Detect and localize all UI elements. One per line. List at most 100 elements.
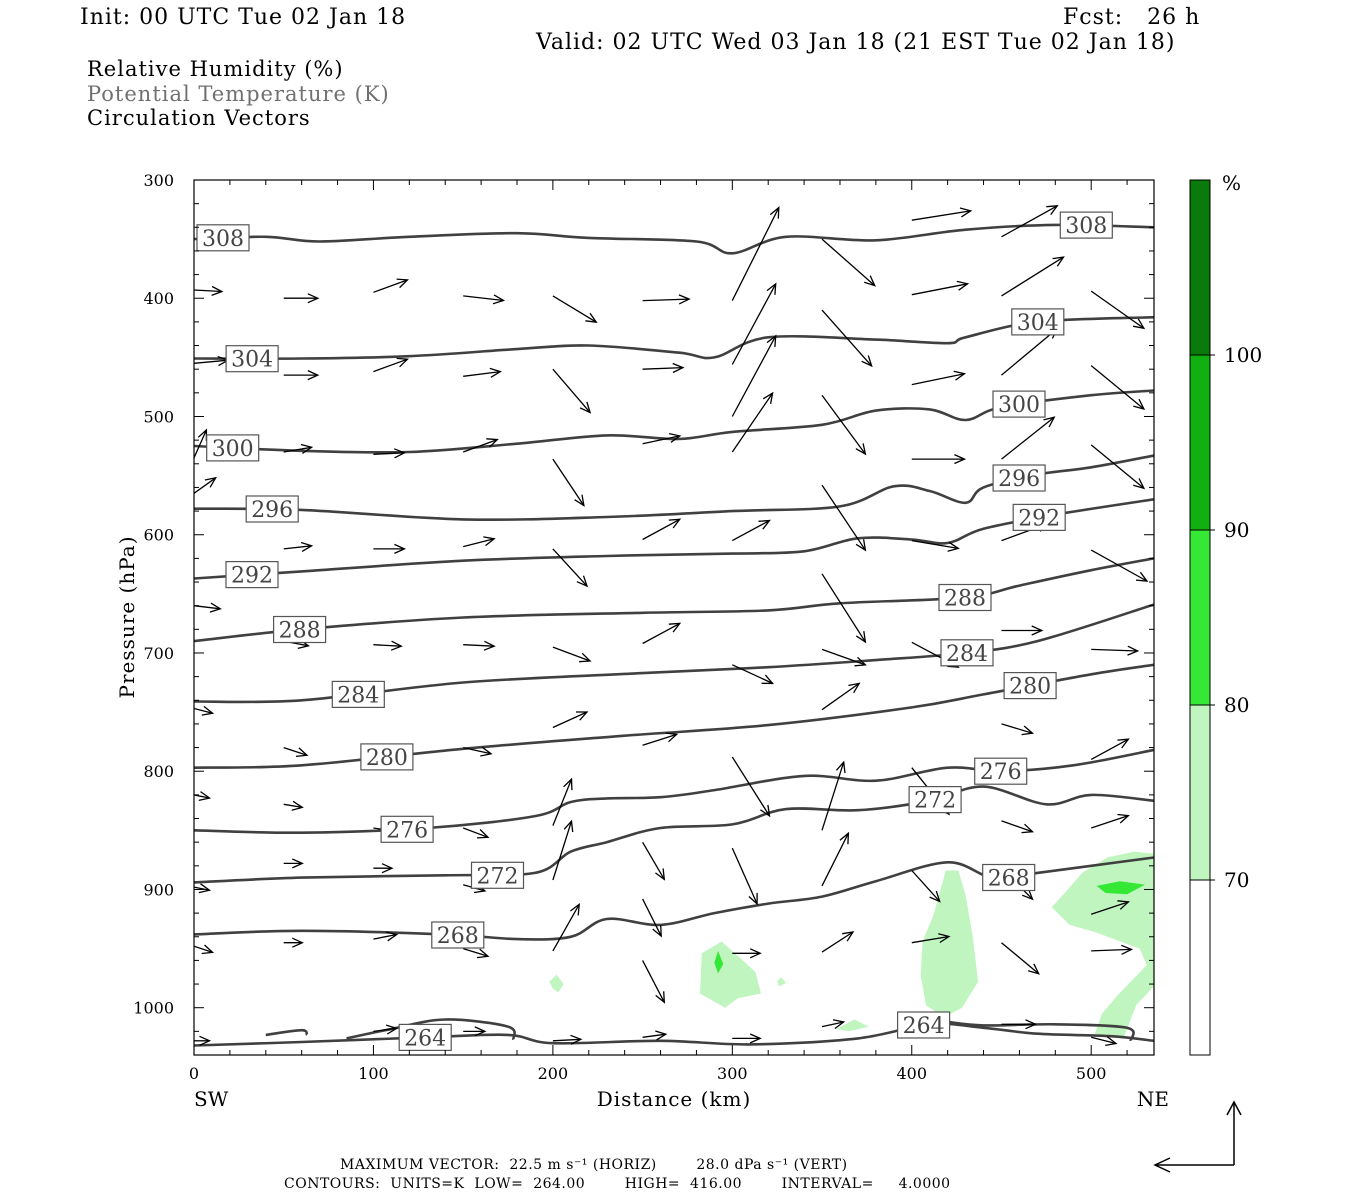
contour-label-308: 308 [1059,211,1113,239]
circulation-vector [731,519,771,542]
circulation-vector [463,367,502,378]
circulation-vector [1090,738,1130,760]
svg-text:296: 296 [998,467,1040,492]
svg-text:276: 276 [386,818,428,843]
circulation-vector [821,931,855,953]
svg-text:284: 284 [946,642,988,667]
colorbar-segment [1190,530,1210,705]
contour-label-280: 280 [1003,671,1057,700]
svg-text:304: 304 [1017,311,1059,336]
svg-text:268: 268 [437,924,479,949]
contour-label-268: 268 [982,863,1036,892]
colorbar-unit: % [1222,171,1241,195]
circulation-vector [643,119,690,133]
contour-label-308: 308 [196,224,250,252]
theta-contour-fragment [947,1020,1135,1042]
circulation-vector [732,664,775,685]
circulation-vector [194,705,215,716]
circulation-vector [1001,820,1035,834]
svg-text:284: 284 [337,683,379,708]
x-tick-label: 500 [1076,1064,1107,1083]
circulation-vector [194,602,222,613]
circulation-vector [373,278,409,293]
axes: 0 100 200 300 400 500 300 400 500 600 700 800 900 100… [133,171,1154,1083]
circulation-vector [732,180,734,181]
circulation-vector [463,640,496,651]
circulation-vector [552,646,592,663]
contour-label-300: 300 [992,390,1046,418]
contour-label-288: 288 [273,615,327,644]
svg-text:308: 308 [1065,214,1107,239]
circulation-vector [462,438,499,453]
rh-region [1051,851,1154,1039]
circulation-vector [212,110,237,119]
y-tick-label: 700 [143,644,174,663]
circulation-vector [911,454,967,465]
svg-text:288: 288 [944,587,986,612]
circulation-vector [283,443,314,454]
rh-region [836,1019,869,1032]
svg-text:296: 296 [251,498,293,523]
circulation-vector [1001,256,1065,297]
theta-contour-264 [194,1022,1154,1047]
contour-label-292: 292 [1012,503,1066,531]
circulation-vector [731,847,758,906]
circulation-vector [642,362,685,374]
circulation-vector [463,536,496,548]
theta-contour-fragment [265,1028,309,1037]
circulation-vector [642,622,682,645]
svg-text:272: 272 [477,864,519,889]
circulation-vector [732,1033,762,1044]
contour-label-288: 288 [938,583,992,612]
circulation-vector [1090,549,1149,582]
contour-label-276: 276 [974,757,1028,785]
contour-label-272: 272 [908,785,962,814]
circulation-vector [821,831,850,887]
circulation-vector [552,458,585,507]
x-axis-title: Distance (km) [597,1087,752,1111]
theta-contour-272 [194,785,1154,884]
theta-contour-308 [194,223,1154,255]
plot-frame [193,179,1155,1056]
circulation-vector [1090,813,1130,829]
contour-label-304: 304 [225,345,279,373]
svg-text:292: 292 [1018,506,1060,531]
circulation-vector [642,898,662,938]
circulation-vector [642,841,666,881]
circulation-vector [373,357,410,373]
circulation-vector [283,293,320,304]
contour-label-284: 284 [331,680,385,708]
y-tick-label: 300 [143,171,174,190]
svg-text:264: 264 [903,1014,945,1039]
circulation-vector [911,933,951,944]
theta-contour-292 [194,498,1154,580]
circulation-vector [821,682,861,711]
svg-text:304: 304 [231,348,273,373]
field-vectors-label: Circulation Vectors [87,106,311,130]
contour-label-296: 296 [245,495,299,523]
y-tick-label: 500 [143,407,174,426]
circulation-vector [642,1030,668,1041]
circulation-vector [821,484,867,552]
circulation-vector [463,746,493,757]
circulation-vector [1001,416,1056,460]
init-time: Init: 00 UTC Tue 02 Jan 18 [80,5,407,30]
circulation-vector [731,206,780,301]
circulation-vector [373,1024,399,1035]
rh-region [549,974,564,993]
circulation-vector [1001,625,1044,636]
colorbar-frame [1189,179,1211,1056]
circulation-vector [194,476,218,494]
circulation-vector [463,115,503,124]
circulation-vector [1090,444,1146,490]
circulation-vector [194,1035,212,1046]
colorbar-segment [1190,880,1210,1055]
y-tick-label: 800 [143,762,174,781]
circulation-vector [283,746,309,758]
circulation-vector [373,931,399,942]
circulation-vector [911,370,967,386]
circulation-vector [1091,1036,1118,1047]
rh-region [714,950,724,974]
contour-label-296: 296 [992,464,1046,492]
circulation-vector [821,238,876,287]
